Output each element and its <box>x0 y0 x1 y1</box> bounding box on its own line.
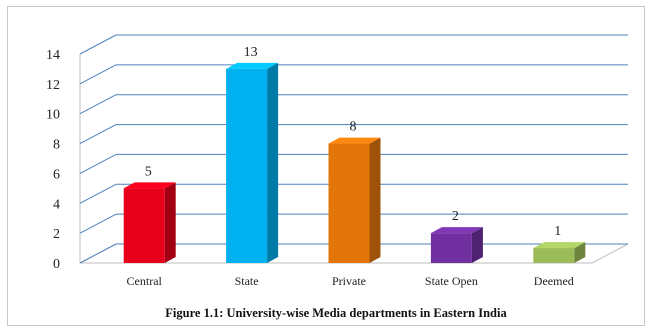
x-category-label: Central <box>127 274 163 288</box>
y-tick-label: 4 <box>53 197 60 212</box>
gridline-depth <box>79 124 117 145</box>
bar-front <box>123 188 165 263</box>
data-label: 2 <box>452 209 459 224</box>
bar-central <box>123 182 176 263</box>
bar-side <box>369 137 381 263</box>
y-tick-label: 2 <box>53 227 60 242</box>
bar-side <box>471 227 483 263</box>
bar-side <box>267 62 279 263</box>
bar-front <box>533 248 575 263</box>
bar-front <box>328 143 370 263</box>
bar-top <box>123 182 176 189</box>
y-tick-label: 8 <box>53 138 60 153</box>
gridline-depth <box>79 94 117 115</box>
data-label: 13 <box>244 45 258 60</box>
gridline-depth <box>79 153 117 174</box>
x-category-label: Private <box>332 274 366 288</box>
gridline-depth <box>79 183 117 204</box>
bar-front <box>430 233 472 263</box>
bar-top <box>328 137 381 144</box>
chart-caption: Figure 1.1: University-wise Media depart… <box>165 306 507 320</box>
y-tick-label: 14 <box>46 48 60 63</box>
bar-side <box>164 182 176 263</box>
bar-state-open <box>430 227 483 263</box>
bar-top <box>226 62 279 69</box>
gridline-depth <box>79 213 117 234</box>
gridline-depth <box>79 243 117 264</box>
bar-top <box>430 227 483 234</box>
bar-deemed <box>533 242 586 263</box>
x-category-label: State Open <box>425 274 478 288</box>
labels: 5 Central 13 State 8 Private 2 State Open 1 Deeme… <box>127 45 574 288</box>
gridline-depth <box>79 64 117 85</box>
y-tick-label: 10 <box>46 108 60 123</box>
bar-top <box>533 242 586 249</box>
bar-front <box>226 68 268 263</box>
gridline-depth <box>79 34 117 55</box>
bar-side <box>574 242 586 263</box>
y-tick-label: 12 <box>46 78 60 93</box>
bar-state <box>226 62 279 263</box>
data-label: 8 <box>350 120 357 135</box>
y-tick-label: 0 <box>53 257 60 272</box>
y-tick-label: 6 <box>53 167 60 182</box>
x-category-label: State <box>235 274 259 288</box>
bar-private <box>328 137 381 263</box>
chart-frame <box>7 6 645 326</box>
x-category-label: Deemed <box>534 274 574 288</box>
data-label: 5 <box>145 164 152 179</box>
y-axis: 0 2 4 6 8 10 12 14 <box>46 48 60 272</box>
data-label: 1 <box>554 224 561 239</box>
bars <box>123 62 586 263</box>
